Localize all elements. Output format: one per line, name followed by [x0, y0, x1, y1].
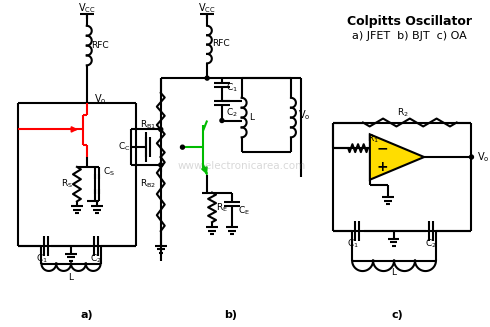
Circle shape — [159, 163, 163, 167]
Text: $\mathregular{V_o}$: $\mathregular{V_o}$ — [95, 92, 107, 106]
Text: $\mathregular{C_2}$: $\mathregular{C_2}$ — [226, 106, 238, 119]
Text: $\mathregular{V_{CC}}$: $\mathregular{V_{CC}}$ — [78, 1, 96, 15]
Text: a): a) — [80, 310, 93, 320]
Text: L: L — [391, 268, 396, 277]
Circle shape — [159, 128, 163, 131]
Circle shape — [205, 76, 209, 80]
Text: $\mathregular{V_{CC}}$: $\mathregular{V_{CC}}$ — [198, 1, 216, 15]
Text: RFC: RFC — [212, 39, 230, 48]
Text: $\mathregular{C_S}$: $\mathregular{C_S}$ — [103, 165, 116, 178]
Circle shape — [180, 145, 184, 149]
Text: $\mathregular{R_E}$: $\mathregular{R_E}$ — [216, 201, 228, 214]
Text: c): c) — [392, 310, 403, 320]
Text: www.electronicarea.com: www.electronicarea.com — [177, 161, 306, 171]
Text: $\mathregular{R_S}$: $\mathregular{R_S}$ — [61, 178, 73, 190]
Text: $\mathregular{C_2}$: $\mathregular{C_2}$ — [425, 238, 437, 250]
Text: Colpitts Oscillator: Colpitts Oscillator — [347, 15, 472, 28]
Text: $\mathregular{C_C}$: $\mathregular{C_C}$ — [118, 141, 130, 153]
Text: L: L — [69, 273, 74, 282]
Circle shape — [469, 155, 473, 159]
Text: +: + — [377, 160, 389, 174]
Text: $\mathregular{R_2}$: $\mathregular{R_2}$ — [396, 106, 408, 119]
Circle shape — [220, 119, 224, 123]
Text: $\mathregular{R_1}$: $\mathregular{R_1}$ — [367, 132, 379, 145]
Text: $\mathregular{C_1}$: $\mathregular{C_1}$ — [226, 82, 238, 94]
Text: −: − — [377, 141, 389, 155]
Text: $\mathregular{C_2}$: $\mathregular{C_2}$ — [90, 252, 101, 265]
Text: b): b) — [224, 310, 237, 320]
Text: $\mathregular{R_{B1}}$: $\mathregular{R_{B1}}$ — [140, 118, 156, 131]
Text: $\mathregular{C_1}$: $\mathregular{C_1}$ — [36, 252, 49, 265]
Text: a) JFET  b) BJT  c) OA: a) JFET b) BJT c) OA — [352, 31, 466, 41]
Text: L: L — [249, 113, 254, 122]
Text: $\mathregular{V_o}$: $\mathregular{V_o}$ — [477, 150, 490, 164]
Text: $\mathregular{C_E}$: $\mathregular{C_E}$ — [238, 204, 249, 216]
Polygon shape — [370, 134, 424, 180]
Text: $\mathregular{V_o}$: $\mathregular{V_o}$ — [297, 108, 310, 122]
Text: $\mathregular{R_{B2}}$: $\mathregular{R_{B2}}$ — [140, 178, 156, 190]
Text: $\mathregular{C_1}$: $\mathregular{C_1}$ — [347, 238, 359, 250]
Text: RFC: RFC — [91, 41, 108, 50]
